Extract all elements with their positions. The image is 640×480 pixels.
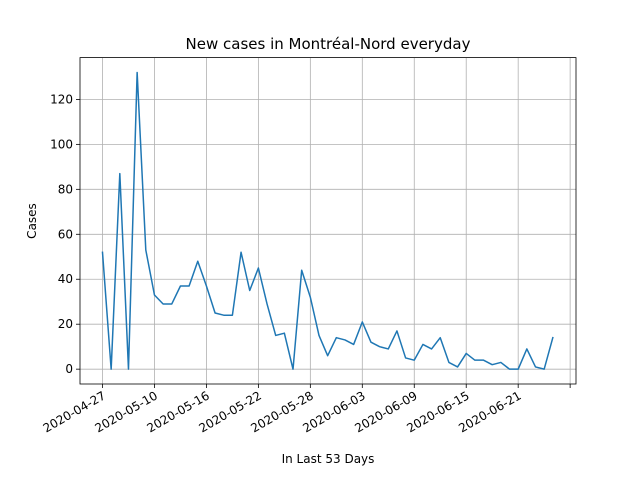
x-axis-label: In Last 53 Days <box>282 452 375 466</box>
grid-layer <box>80 57 576 384</box>
y-tick-label: 60 <box>58 227 73 241</box>
y-tick-label: 80 <box>58 182 73 196</box>
chart-title: New cases in Montréal-Nord everyday <box>186 35 471 53</box>
y-tick-label: 100 <box>50 137 73 151</box>
y-tick-label: 40 <box>58 272 73 286</box>
series-layer <box>101 71 554 370</box>
y-tick-label: 0 <box>65 362 73 376</box>
y-axis-label: Cases <box>25 203 39 239</box>
y-tick-label: 20 <box>58 317 73 331</box>
plot-frame <box>79 57 577 385</box>
y-tick-label: 120 <box>50 92 73 106</box>
series-line-new-cases <box>101 71 554 370</box>
